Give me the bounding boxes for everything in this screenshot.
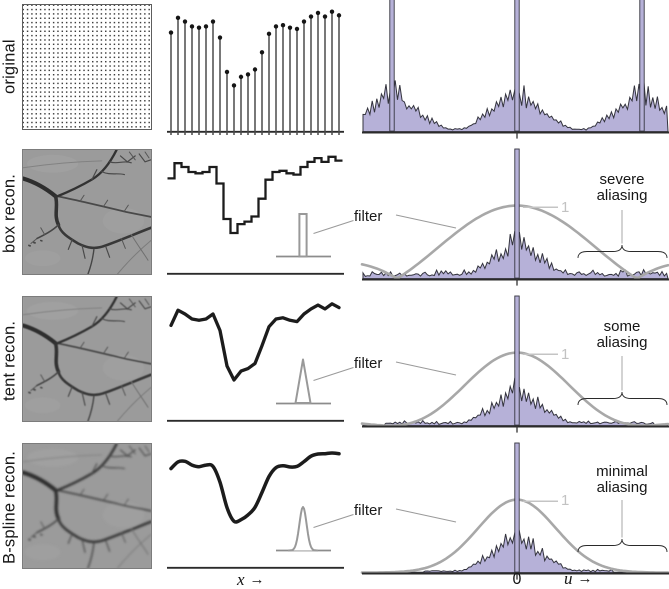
spectrum-area bbox=[360, 295, 669, 433]
tent-recon-image bbox=[22, 296, 152, 422]
box-filter-inset bbox=[276, 213, 457, 258]
row-label-bspline-recon: B-spline recon. bbox=[0, 450, 19, 565]
minimal-aliasing-label: minimal aliasing bbox=[580, 464, 664, 496]
row-label-box-recon: box recon. bbox=[0, 173, 19, 254]
branch-strokes bbox=[23, 150, 151, 274]
filter-callout-line-right bbox=[395, 361, 457, 376]
gauss-filter-inset bbox=[276, 506, 457, 552]
sampled-dot-grid-image bbox=[22, 4, 152, 130]
branch-strokes bbox=[23, 444, 151, 568]
row-label-original: original bbox=[0, 39, 19, 94]
aliasing-line2: aliasing bbox=[596, 479, 648, 496]
filter-callout-line-left bbox=[313, 219, 354, 235]
u-axis-zero-tick-label: 0 bbox=[512, 571, 522, 588]
aliasing-line1: severe bbox=[599, 171, 645, 188]
plots-row-box-recon bbox=[167, 148, 669, 286]
filter-label-box: filter bbox=[354, 208, 383, 225]
u-variable: u bbox=[564, 569, 573, 588]
right-arrow-icon: → bbox=[249, 571, 265, 588]
tent-filter-inset bbox=[276, 358, 457, 405]
spectrum-spike bbox=[514, 295, 520, 426]
gain-one-label-box: 1 bbox=[561, 199, 570, 216]
tent-signal bbox=[169, 302, 341, 382]
spectrum-area bbox=[360, 148, 669, 286]
aliasing-line2: aliasing bbox=[596, 334, 648, 351]
some-aliasing-label: some aliasing bbox=[580, 319, 664, 351]
filter-callout-line-right bbox=[395, 508, 457, 523]
box-recon-image bbox=[22, 149, 152, 275]
spectrum-spike bbox=[514, 0, 520, 132]
spectrum-area bbox=[360, 442, 669, 580]
spectrum-spike bbox=[639, 0, 645, 132]
neuron-branches-image-smooth bbox=[23, 297, 151, 421]
bspline-signal bbox=[169, 451, 341, 524]
aliasing-line2: aliasing bbox=[596, 187, 648, 204]
filter-callout-line-left bbox=[313, 513, 354, 529]
filter-label-tent: filter bbox=[354, 355, 383, 372]
branch-strokes bbox=[23, 297, 151, 421]
gain-one-label-tent: 1 bbox=[561, 346, 570, 363]
plots-row-tent-recon bbox=[167, 295, 669, 433]
x-variable: x bbox=[237, 570, 245, 589]
neuron-branches-image-sharp bbox=[23, 150, 151, 274]
u-axis-label: u → bbox=[564, 569, 593, 589]
aliasing-brace bbox=[577, 244, 668, 259]
aliasing-brace bbox=[577, 538, 668, 553]
spectrum-spike bbox=[514, 148, 520, 279]
plots-row-bspline-recon bbox=[167, 442, 669, 580]
right-arrow-icon: → bbox=[577, 570, 593, 587]
bspline-recon-image bbox=[22, 443, 152, 569]
row-label-tent-recon: tent recon. bbox=[0, 320, 19, 401]
aliasing-brace bbox=[577, 391, 668, 406]
spectrum-spike bbox=[389, 0, 395, 132]
aliasing-line1: minimal bbox=[596, 463, 648, 480]
severe-aliasing-label: severe aliasing bbox=[580, 172, 664, 204]
gain-one-label-bspline: 1 bbox=[561, 492, 570, 509]
filter-label-bspline: filter bbox=[354, 502, 383, 519]
staircase-signal bbox=[167, 155, 343, 235]
filter-callout-line-right bbox=[395, 214, 457, 229]
stem-plot bbox=[167, 9, 344, 135]
spectrum-spike bbox=[514, 442, 520, 573]
spectrum-area bbox=[362, 0, 669, 139]
plots-row-original bbox=[167, 0, 669, 139]
x-axis-label: x → bbox=[237, 570, 265, 589]
aliasing-line1: some bbox=[603, 318, 641, 335]
filter-callout-line-left bbox=[313, 366, 354, 382]
neuron-branches-image-smoothest bbox=[23, 444, 151, 568]
